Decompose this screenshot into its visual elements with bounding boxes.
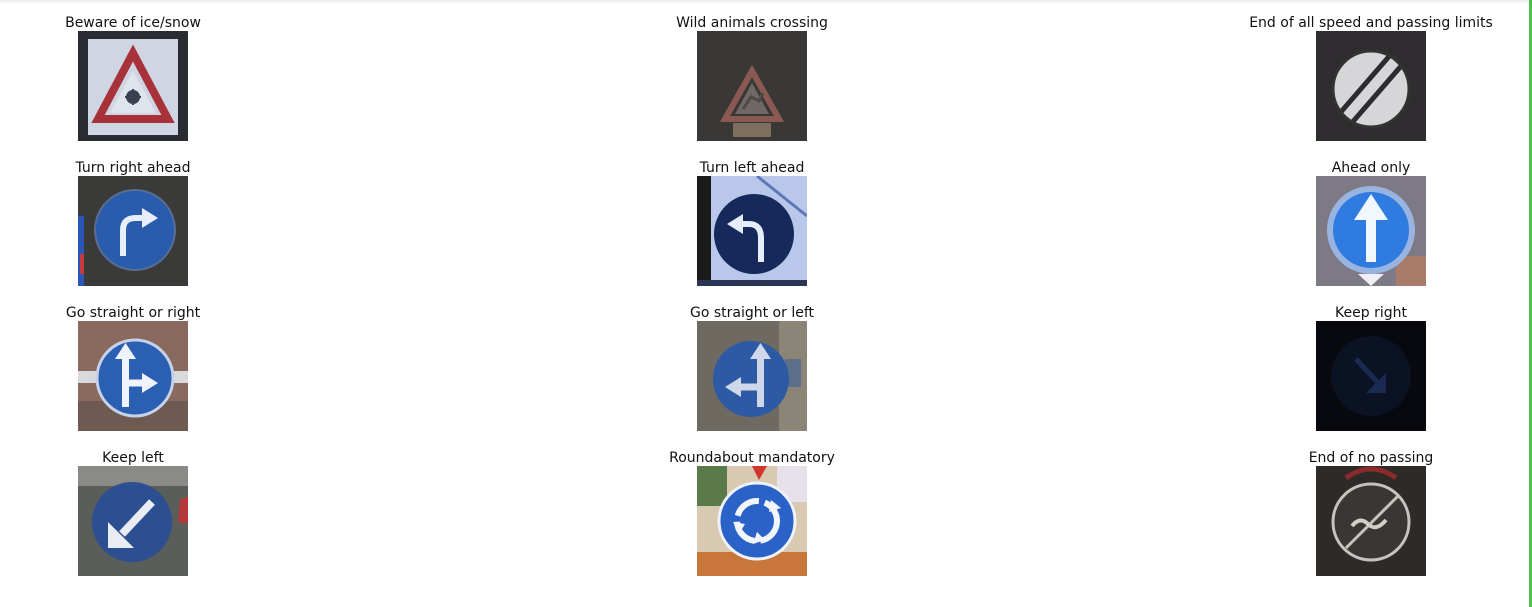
sign-cell: Keep left (0, 450, 303, 590)
sign-cell: Turn right ahead (0, 160, 303, 300)
straight-or-right-icon (78, 321, 188, 431)
end-of-limits-icon (1316, 31, 1426, 141)
roundabout-icon (697, 466, 807, 576)
ice-snow-warning-icon (78, 31, 188, 141)
turn-right-icon (78, 176, 188, 286)
focus-border (1529, 0, 1532, 607)
keep-right-icon (1316, 321, 1426, 431)
sign-cell: Turn left ahead (582, 160, 922, 300)
keep-left-icon (78, 466, 188, 576)
sign-caption: Ahead only (1331, 160, 1411, 176)
sign-cell: Roundabout mandatory (582, 450, 922, 590)
sign-caption: End of no passing (1308, 450, 1434, 466)
sign-cell: Go straight or right (0, 305, 303, 445)
end-no-passing-icon (1316, 466, 1426, 576)
sign-cell: Go straight or left (582, 305, 922, 445)
turn-left-icon (697, 176, 807, 286)
sign-caption: Wild animals crossing (676, 15, 828, 31)
sign-caption: Turn left ahead (699, 160, 805, 176)
sign-caption: Keep left (102, 450, 164, 466)
sign-cell: Beware of ice/snow (0, 15, 303, 155)
sign-cell: Ahead only (1201, 160, 1532, 300)
sign-caption: Go straight or left (689, 305, 815, 321)
sign-caption: Go straight or right (65, 305, 201, 321)
sign-cell: End of all speed and passing limits (1201, 15, 1532, 155)
sign-cell: Wild animals crossing (582, 15, 922, 155)
sign-caption: Beware of ice/snow (65, 15, 201, 31)
sign-caption: Keep right (1335, 305, 1407, 321)
sign-caption: End of all speed and passing limits (1249, 15, 1493, 31)
sign-cell: End of no passing (1201, 450, 1532, 590)
wild-animals-warning-icon (697, 31, 807, 141)
ahead-only-icon (1316, 176, 1426, 286)
straight-or-left-icon (697, 321, 807, 431)
sign-caption: Roundabout mandatory (669, 450, 835, 466)
window-top-edge (0, 0, 1532, 4)
sign-cell: Keep right (1201, 305, 1532, 445)
sign-caption: Turn right ahead (75, 160, 191, 176)
